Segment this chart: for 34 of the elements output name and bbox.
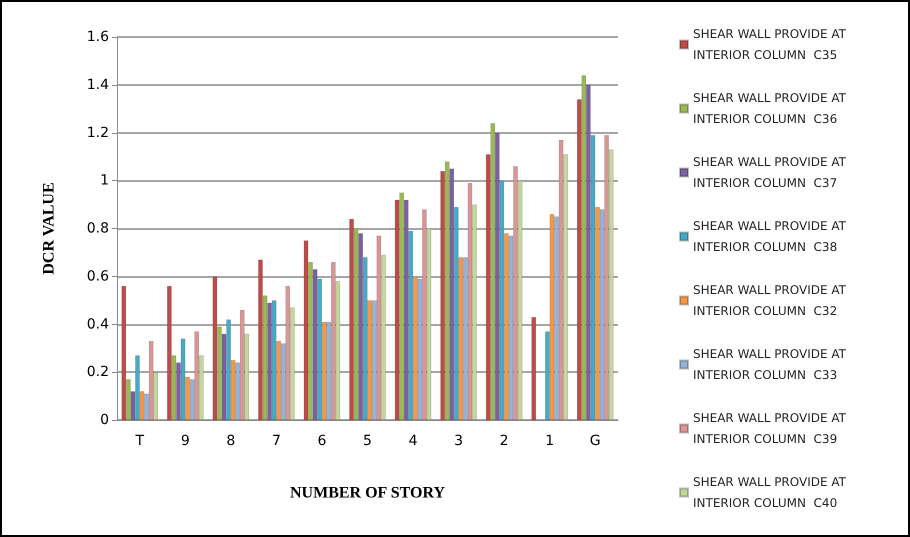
x-tick-label: 1	[545, 433, 554, 449]
y-tick-label: 1	[100, 172, 109, 189]
x-tick-label: T	[134, 433, 144, 449]
legend-label: SHEAR WALL PROVIDE AT INTERIOR COLUMN C38	[693, 219, 850, 254]
legend-label: SHEAR WALL PROVIDE AT INTERIOR COLUMN C37	[693, 155, 850, 190]
legend-label: SHEAR WALL PROVIDE AT INTERIOR COLUMN C35	[693, 27, 850, 62]
y-axis-title: DCR VALUE	[40, 182, 58, 275]
bar	[122, 286, 126, 420]
legend-label: SHEAR WALL PROVIDE AT INTERIOR COLUMN C40	[693, 475, 850, 510]
x-tick-label: 4	[408, 433, 418, 449]
x-tick-label: 9	[180, 433, 190, 449]
x-tick-label: 7	[272, 433, 281, 449]
bar	[240, 310, 245, 420]
legend-label: SHEAR WALL PROVIDE AT INTERIOR COLUMN C39	[693, 411, 850, 446]
x-tick-label: 3	[454, 433, 464, 449]
legend-label: SHEAR WALL PROVIDE AT INTERIOR COLUMN C33	[693, 347, 850, 382]
legend-label: SHEAR WALL PROVIDE AT INTERIOR COLUMN C32	[693, 283, 850, 318]
y-tick-label: 0.2	[86, 364, 109, 380]
x-tick-label: 5	[363, 433, 372, 449]
x-tick-label: 6	[317, 433, 326, 449]
x-tick-label: G	[590, 433, 601, 449]
y-tick-label: 1.2	[86, 124, 109, 141]
x-axis-title: NUMBER OF STORY	[290, 484, 446, 502]
bar	[531, 317, 536, 420]
x-tick-label: 8	[226, 433, 236, 449]
x-tick-label: 2	[500, 433, 509, 449]
y-tick-label: 0.6	[86, 268, 110, 284]
bar	[490, 123, 496, 420]
y-tick-label: 1.6	[86, 29, 110, 45]
y-tick-label: 0.4	[86, 316, 110, 332]
y-tick-label: 0	[100, 412, 109, 428]
legend-label: SHEAR WALL PROVIDE AT INTERIOR COLUMN C36	[693, 91, 850, 126]
y-tick-label: 0.8	[86, 220, 109, 236]
y-tick-label: 1.4	[86, 76, 110, 93]
